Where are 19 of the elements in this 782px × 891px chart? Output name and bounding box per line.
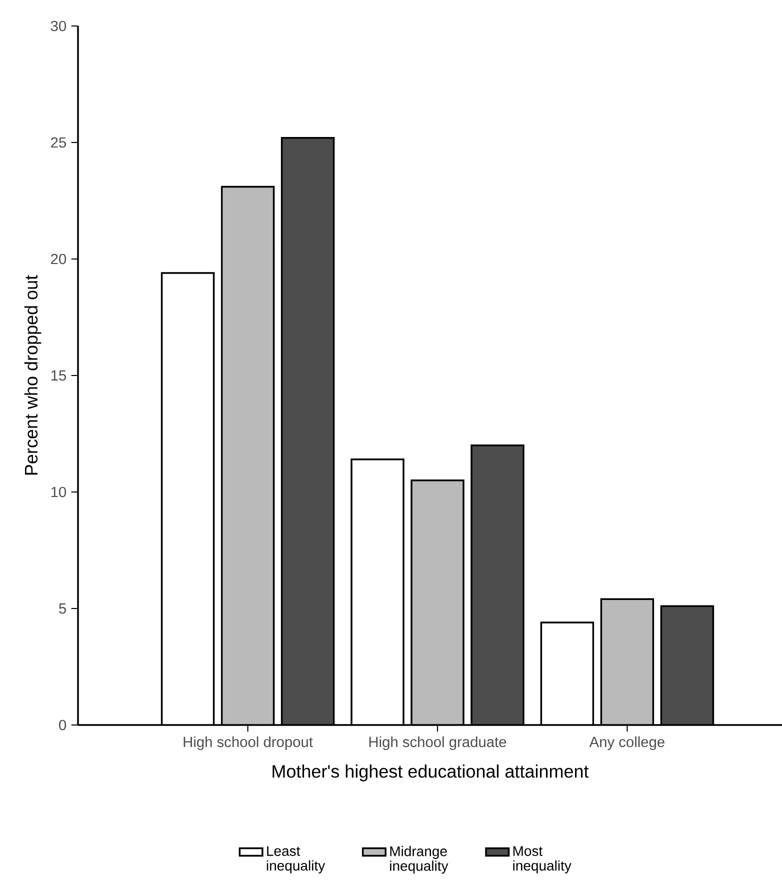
legend-label: Most inequality [513, 846, 572, 874]
x-tick-label: High school graduate [369, 736, 506, 750]
x-axis-title: Mother's highest educational attainment [272, 764, 589, 782]
y-tick-label: 5 [59, 603, 66, 614]
y-tick-label: 15 [51, 370, 66, 381]
bar [282, 138, 334, 725]
y-tick-label: 10 [51, 486, 66, 498]
y-tick-label: 0 [59, 720, 66, 730]
y-tick-label: 30 [50, 20, 66, 32]
legend-label: Least inequality [266, 846, 326, 874]
y-axis-title: Percent who dropped out [24, 275, 42, 475]
x-tick-label: Any college [589, 736, 664, 750]
y-tick-label: 20 [51, 254, 66, 264]
bar [412, 480, 464, 725]
bar [472, 445, 524, 725]
y-tick-label: 25 [51, 137, 66, 148]
bar [222, 186, 274, 725]
legend-label: Midrange inequality [390, 846, 448, 874]
x-tick-label: High school dropout [184, 736, 313, 750]
